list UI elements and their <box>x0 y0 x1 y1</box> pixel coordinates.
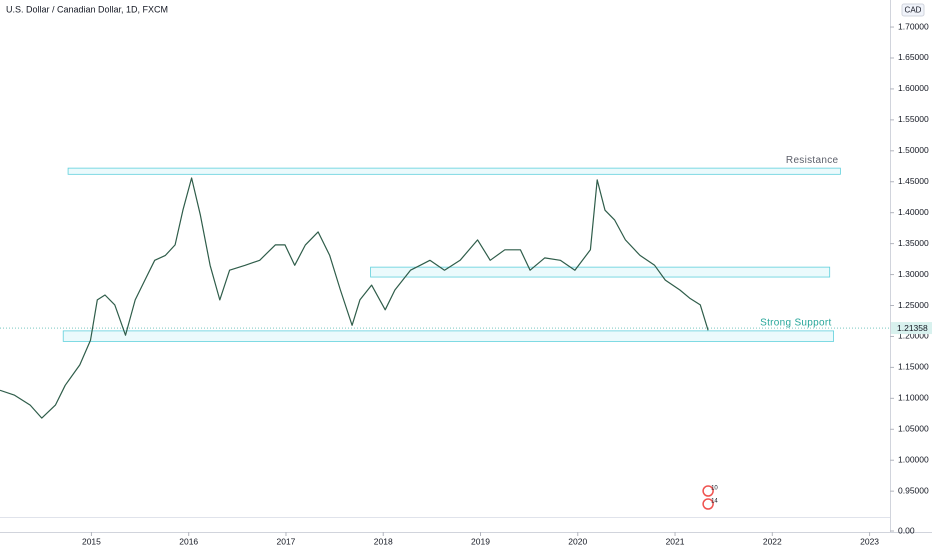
y-tick-label: 1.55000 <box>898 114 929 124</box>
y-tick-label: 1.45000 <box>898 176 929 186</box>
zone-label: Strong Support <box>760 318 831 329</box>
y-tick-label: 1.65000 <box>898 52 929 62</box>
zone <box>67 167 841 175</box>
event-label: 14 <box>711 499 718 505</box>
y-tick-label: 1.20000 <box>898 331 929 341</box>
event-icon[interactable] <box>702 498 714 510</box>
y-tick-label: 1.70000 <box>898 21 929 31</box>
y-tick-label: 0.95000 <box>898 485 929 495</box>
y-tick-label: 1.05000 <box>898 424 929 434</box>
price-line <box>0 177 709 419</box>
zone <box>370 266 831 278</box>
currency-label[interactable]: CAD <box>905 6 922 15</box>
last-price-badge <box>891 322 932 335</box>
y-tick-label: 1.15000 <box>898 362 929 372</box>
y-tick-label: 1.10000 <box>898 393 929 403</box>
last-price-label: 1.21358 <box>897 323 928 333</box>
y-tick-label: 1.00000 <box>898 454 929 464</box>
x-tick-label: 2023 <box>860 536 879 546</box>
x-tick-label: 2022 <box>763 536 782 546</box>
y-tick-label: 1.40000 <box>898 207 929 217</box>
lower-pane-tick-label: 0.00 <box>898 525 915 535</box>
y-tick-label: 1.35000 <box>898 238 929 248</box>
x-tick-label: 2016 <box>179 536 198 546</box>
zone-label: Resistance <box>786 155 839 166</box>
y-tick-label: 1.50000 <box>898 145 929 155</box>
y-tick-label: 1.30000 <box>898 269 929 279</box>
y-tick-label: 1.25000 <box>898 300 929 310</box>
currency-badge[interactable] <box>901 3 925 17</box>
x-tick-label: 2015 <box>82 536 101 546</box>
event-label: 10 <box>711 486 718 492</box>
event-icon[interactable] <box>702 485 714 497</box>
x-tick-label: 2020 <box>568 536 587 546</box>
x-tick-label: 2021 <box>666 536 685 546</box>
chart-title: U.S. Dollar / Canadian Dollar, 1D, FXCM <box>6 4 168 14</box>
x-tick-label: 2017 <box>277 536 296 546</box>
y-tick-label: 1.60000 <box>898 83 929 93</box>
zone <box>62 330 834 342</box>
x-tick-label: 2018 <box>374 536 393 546</box>
x-tick-label: 2019 <box>471 536 490 546</box>
